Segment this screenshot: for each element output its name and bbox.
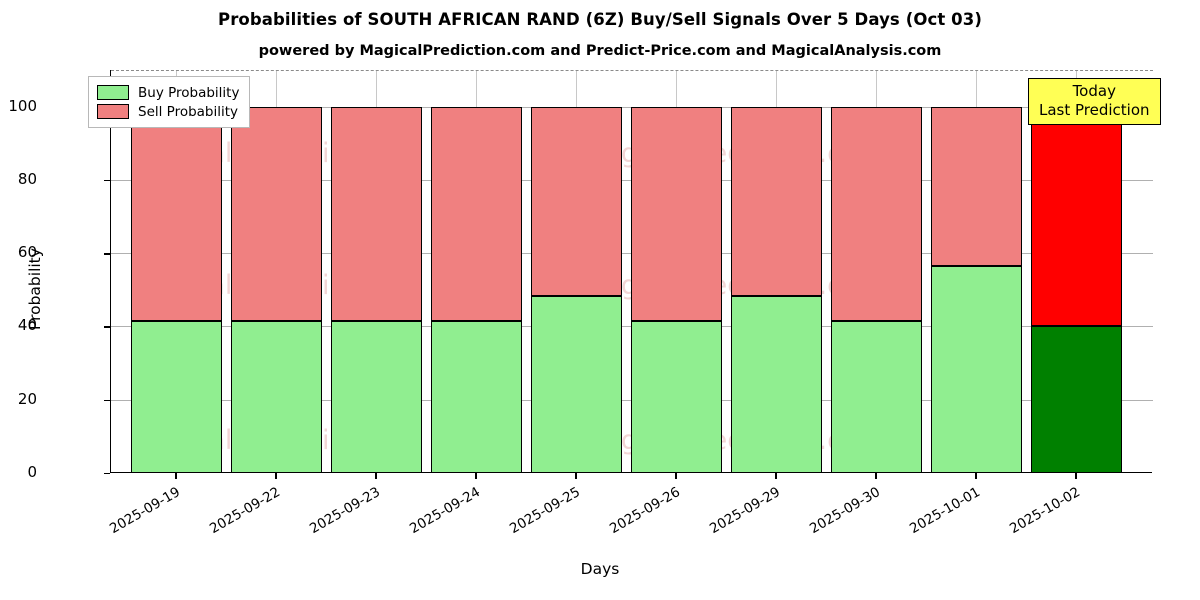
bar-segment-buy[interactable] xyxy=(230,321,322,473)
y-tick-mark xyxy=(104,473,110,475)
bar-segment-sell[interactable] xyxy=(530,106,622,296)
bar-segment-sell[interactable] xyxy=(130,106,222,322)
x-tick-label: 2025-10-01 xyxy=(907,484,984,538)
y-tick-mark xyxy=(104,253,110,255)
bar-segment-sell[interactable] xyxy=(630,106,722,322)
today-annotation: Today Last Prediction xyxy=(1028,78,1161,125)
y-tick-mark xyxy=(104,326,110,328)
y-tick-label: 80 xyxy=(17,169,37,188)
y-tick-label: 20 xyxy=(17,389,37,408)
bar-group[interactable] xyxy=(930,70,1022,473)
bar-segment-sell[interactable] xyxy=(1030,106,1122,326)
today-label-line1: Today xyxy=(1072,82,1116,100)
y-tick-mark xyxy=(104,179,110,182)
x-tick-mark xyxy=(575,473,577,479)
today-label-line2: Last Prediction xyxy=(1039,100,1150,119)
bar-segment-buy[interactable] xyxy=(730,295,822,473)
legend-label: Sell Probability xyxy=(138,103,239,120)
reference-line xyxy=(111,70,1153,71)
bar-group[interactable] xyxy=(630,70,722,473)
bar-segment-sell[interactable] xyxy=(330,106,422,322)
legend-swatch xyxy=(97,85,129,100)
bar-segment-sell[interactable] xyxy=(230,106,322,322)
x-tick-label: 2025-09-22 xyxy=(207,484,284,538)
x-axis-label: Days xyxy=(580,560,620,578)
bar-segment-buy[interactable] xyxy=(930,266,1022,473)
legend-item[interactable]: Buy Probability xyxy=(97,83,239,102)
x-tick-label: 2025-09-25 xyxy=(507,484,584,538)
bar-group[interactable] xyxy=(330,70,422,473)
bar-segment-sell[interactable] xyxy=(730,106,822,296)
y-tick-label: 100 xyxy=(8,96,37,115)
bar-segment-buy[interactable] xyxy=(830,321,922,473)
bar-segment-buy[interactable] xyxy=(430,321,522,473)
bar-segment-sell[interactable] xyxy=(430,106,522,322)
x-tick-label: 2025-09-23 xyxy=(307,484,384,538)
chart-title: Probabilities of SOUTH AFRICAN RAND (6Z)… xyxy=(218,10,982,29)
x-tick-mark xyxy=(375,473,377,479)
x-tick-label: 2025-09-19 xyxy=(107,484,184,538)
plot-area: MagicalAnalysis.comMagicalPrediction.com… xyxy=(110,70,1153,473)
bar-group[interactable] xyxy=(130,70,222,473)
x-tick-mark xyxy=(175,473,177,479)
legend-item[interactable]: Sell Probability xyxy=(97,102,239,121)
x-tick-label: 2025-09-29 xyxy=(707,484,784,538)
y-tick-label: 0 xyxy=(27,463,37,481)
bar-group[interactable] xyxy=(230,70,322,473)
bar-segment-buy[interactable] xyxy=(330,321,422,473)
bar-group[interactable] xyxy=(530,70,622,473)
x-tick-mark xyxy=(475,473,477,479)
bar-segment-buy[interactable] xyxy=(530,295,622,473)
x-tick-mark xyxy=(275,473,277,479)
bar-segment-sell[interactable] xyxy=(930,106,1022,266)
x-tick-mark xyxy=(975,473,977,479)
bar-group[interactable] xyxy=(830,70,922,473)
y-tick-label: 60 xyxy=(17,243,37,262)
y-tick-label: 40 xyxy=(17,316,37,335)
x-tick-mark xyxy=(775,473,777,479)
legend-swatch xyxy=(97,104,129,119)
x-tick-mark xyxy=(1075,473,1077,479)
x-tick-mark xyxy=(875,473,877,479)
bar-segment-buy[interactable] xyxy=(630,321,722,473)
chart-subtitle: powered by MagicalPrediction.com and Pre… xyxy=(258,43,942,59)
bar-group[interactable] xyxy=(730,70,822,473)
legend-label: Buy Probability xyxy=(138,84,240,101)
bar-segment-sell[interactable] xyxy=(830,106,922,322)
x-tick-mark xyxy=(675,473,677,479)
bar-segment-buy[interactable] xyxy=(130,321,222,473)
x-tick-label: 2025-09-24 xyxy=(407,484,484,538)
bar-segment-buy[interactable] xyxy=(1030,325,1122,473)
x-tick-label: 2025-10-02 xyxy=(1007,484,1084,538)
bar-group[interactable] xyxy=(1030,70,1122,473)
x-tick-label: 2025-09-26 xyxy=(607,484,684,538)
y-tick-mark xyxy=(104,399,110,402)
x-tick-label: 2025-09-30 xyxy=(807,484,884,538)
chart-legend: Buy Probability Sell Probability xyxy=(88,76,251,128)
bar-group[interactable] xyxy=(430,70,522,473)
